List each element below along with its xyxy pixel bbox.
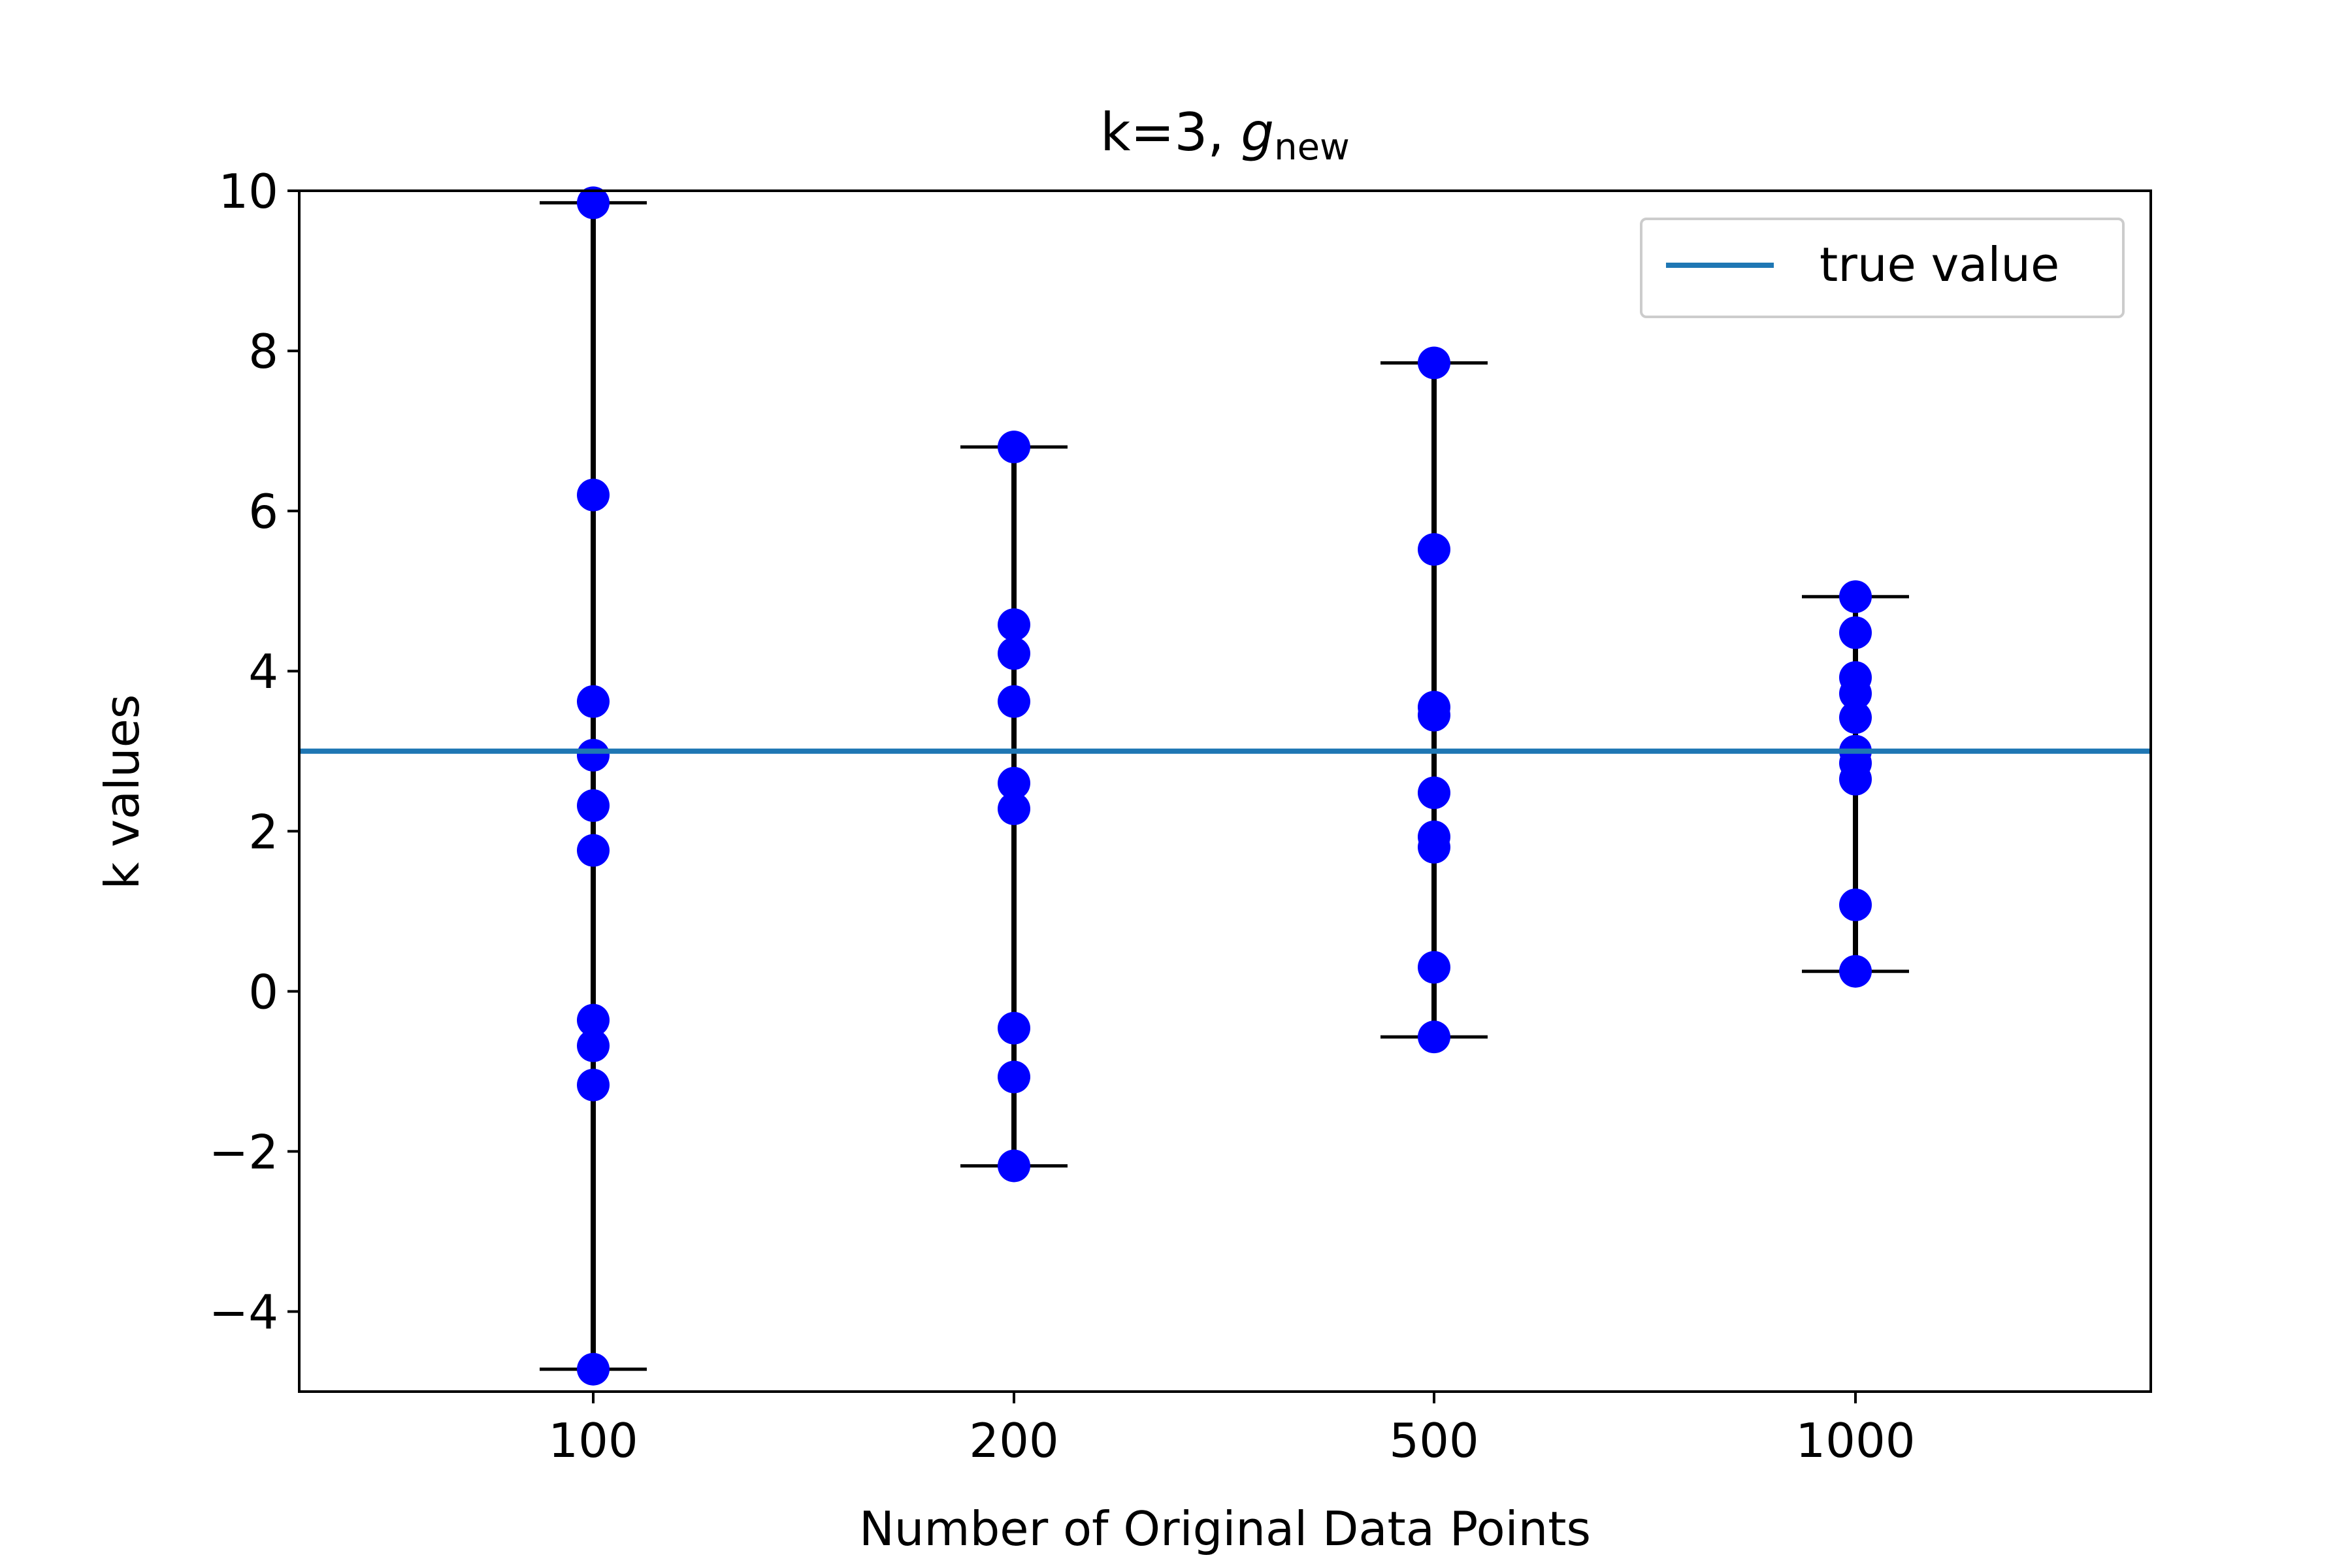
y-tick-label-6: 6 (248, 484, 278, 539)
data-point-100-6 (577, 1004, 610, 1037)
series-500 (1380, 346, 1488, 1054)
data-point-200-7 (998, 1060, 1030, 1094)
data-point-500-1 (1418, 532, 1450, 566)
x-tick-label-1000: 1000 (1795, 1413, 1915, 1468)
data-point-100-5 (577, 834, 610, 867)
y-tick-label--2: −2 (209, 1124, 278, 1179)
data-point-100-4 (577, 789, 610, 823)
y-tick-label-10: 10 (218, 164, 278, 219)
data-point-100-9 (577, 1352, 610, 1386)
chart-title: k=3, gnew (1100, 102, 1350, 169)
data-point-100-2 (577, 685, 610, 718)
data-point-500-4 (1418, 776, 1450, 809)
data-point-100-0 (577, 186, 610, 220)
data-point-100-7 (577, 1029, 610, 1062)
y-tick-label-8: 8 (248, 324, 278, 379)
legend-box (1640, 218, 2125, 318)
data-point-500-7 (1418, 951, 1450, 984)
data-point-200-4 (998, 766, 1030, 800)
data-point-200-1 (998, 608, 1030, 642)
data-point-1000-9 (1839, 955, 1872, 988)
y-tick-label-2: 2 (248, 804, 278, 859)
legend: true value (1640, 218, 2125, 318)
data-point-500-6 (1418, 830, 1450, 864)
data-point-1000-3 (1839, 677, 1872, 710)
chart-title-main: k=3, (1100, 102, 1241, 163)
data-point-500-0 (1418, 346, 1450, 380)
data-point-200-2 (998, 637, 1030, 670)
chart-title-subscript: new (1274, 126, 1350, 169)
data-point-200-3 (998, 685, 1030, 718)
x-tick-label-200: 200 (969, 1413, 1058, 1468)
y-axis-ticks: −4 −2 0 2 4 6 8 10 (209, 164, 299, 1339)
data-point-200-6 (998, 1011, 1030, 1045)
series-200 (960, 431, 1068, 1183)
y-axis-label: k values (95, 694, 150, 890)
x-tick-label-500: 500 (1389, 1413, 1478, 1468)
data-point-200-8 (998, 1149, 1030, 1183)
data-point-200-5 (998, 792, 1030, 825)
legend-true-value-label: true value (1820, 237, 2059, 292)
data-point-200-0 (998, 431, 1030, 464)
chart-title-symbol: g (1241, 102, 1274, 163)
series-100 (540, 186, 647, 1386)
data-point-1000-0 (1839, 580, 1872, 613)
data-point-100-3 (577, 738, 610, 772)
x-tick-label-100: 100 (548, 1413, 638, 1468)
x-axis-label: Number of Original Data Points (859, 1501, 1591, 1556)
axes-frame (298, 189, 2152, 1393)
data-point-1000-7 (1839, 762, 1872, 796)
data-point-1000-8 (1839, 888, 1872, 921)
data-point-100-1 (577, 478, 610, 512)
data-point-100-8 (577, 1068, 610, 1102)
y-tick-label--4: −4 (209, 1284, 278, 1339)
y-tick-label-0: 0 (248, 964, 278, 1019)
data-point-1000-1 (1839, 616, 1872, 649)
data-point-1000-4 (1839, 701, 1872, 734)
data-point-500-8 (1418, 1021, 1450, 1054)
plot-area (299, 186, 2151, 1386)
data-point-500-3 (1418, 698, 1450, 732)
y-tick-label-4: 4 (248, 644, 278, 699)
x-axis-ticks: 100 200 500 1000 (548, 1392, 1916, 1468)
series-1000 (1802, 580, 1909, 988)
